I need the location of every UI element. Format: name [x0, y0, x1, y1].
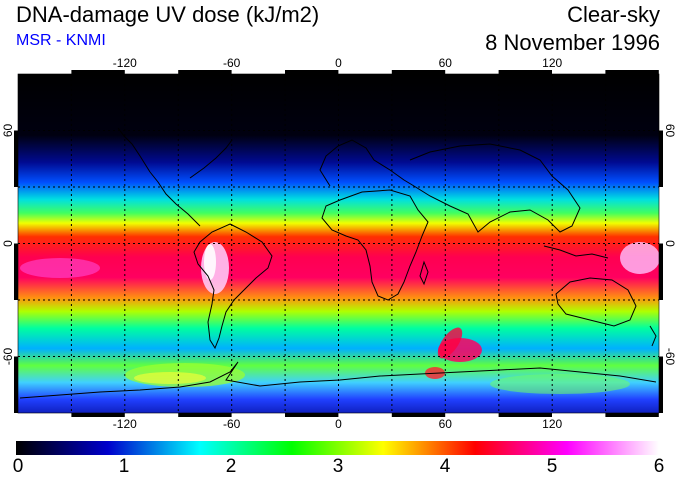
sky-condition-label: Clear-sky	[567, 2, 660, 27]
coast-central-america	[149, 171, 201, 227]
coast-north-america	[117, 127, 233, 179]
top-lon-label: 60	[439, 56, 453, 70]
frame-left	[14, 74, 18, 413]
bottom-lon-label: -60	[223, 417, 241, 431]
coast-africa	[321, 189, 429, 301]
colorbar-label: 3	[332, 456, 344, 477]
top-lon-label: 120	[542, 56, 562, 70]
colorbar-label: 4	[439, 456, 451, 477]
coast-madagascar	[419, 260, 429, 286]
colorbar-label: 6	[653, 456, 665, 477]
graticule	[18, 74, 659, 413]
coast-south-america	[193, 223, 273, 350]
bottom-lon-label: 0	[335, 417, 342, 431]
colorbar-label: 2	[225, 456, 237, 477]
coastlines	[19, 127, 657, 399]
bottom-lon-label: 60	[439, 417, 453, 431]
left-lat-label: 60	[1, 124, 15, 138]
date-label: 8 November 1996	[485, 30, 660, 55]
top-lon-label: -120	[113, 56, 137, 70]
left-lat-label: -60	[1, 348, 15, 366]
coast-europe	[319, 139, 415, 187]
uv-hotspots	[20, 242, 659, 394]
colorbar-label: 5	[546, 456, 558, 477]
top-lon-label: 0	[335, 56, 342, 70]
frame-top	[18, 70, 659, 74]
map-title: DNA-damage UV dose (kJ/m2)	[16, 2, 320, 27]
left-lat-label: 0	[1, 240, 15, 247]
top-lon-label: -60	[223, 56, 241, 70]
coast-asia	[409, 143, 581, 233]
map-border	[17, 73, 660, 414]
colorbar	[16, 441, 659, 455]
coast-antarctica	[19, 361, 657, 399]
coast-indonesia	[543, 245, 609, 259]
frame-right	[659, 74, 663, 413]
colorbar-label: 1	[118, 456, 130, 477]
bottom-lon-label: 120	[542, 417, 562, 431]
bottom-lon-label: -120	[113, 417, 137, 431]
coast-australia	[555, 277, 637, 327]
right-lat-label: 0	[663, 240, 677, 247]
right-lat-label: -60	[663, 348, 677, 366]
coast-new-zealand	[649, 325, 657, 347]
frame-bottom	[18, 413, 659, 417]
organization-label: MSR - KNMI	[16, 32, 106, 49]
colorbar-label: 0	[12, 456, 24, 477]
right-lat-label: 60	[663, 124, 677, 138]
